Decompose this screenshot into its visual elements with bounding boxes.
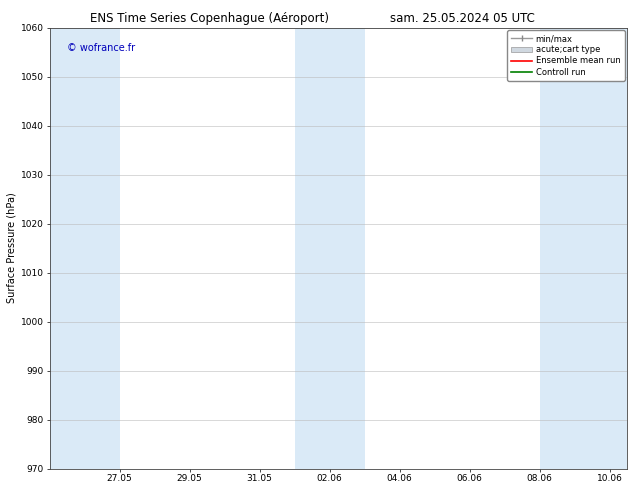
- Y-axis label: Surface Pressure (hPa): Surface Pressure (hPa): [7, 193, 17, 303]
- Legend: min/max, acute;cart type, Ensemble mean run, Controll run: min/max, acute;cart type, Ensemble mean …: [507, 30, 624, 81]
- Bar: [540, 27, 627, 468]
- Text: ENS Time Series Copenhague (Aéroport): ENS Time Series Copenhague (Aéroport): [90, 12, 328, 25]
- Text: © wofrance.fr: © wofrance.fr: [67, 43, 135, 53]
- Bar: [49, 27, 120, 468]
- Bar: [295, 27, 365, 468]
- Text: sam. 25.05.2024 05 UTC: sam. 25.05.2024 05 UTC: [391, 12, 535, 25]
